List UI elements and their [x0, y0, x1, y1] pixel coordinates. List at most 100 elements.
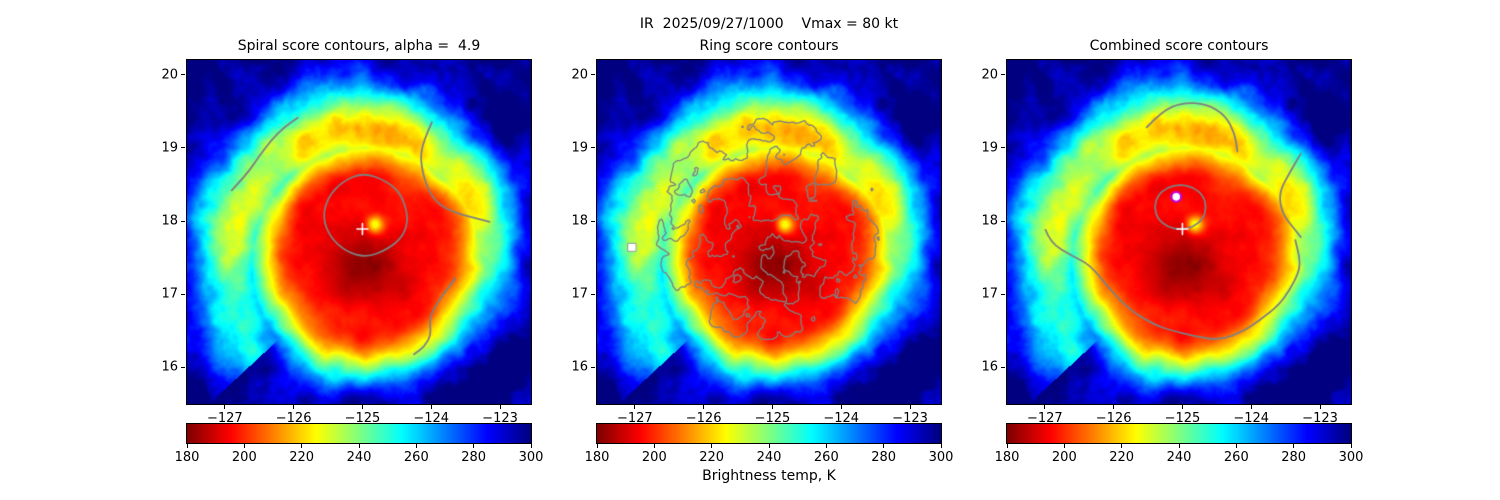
x-tick-label: −124: [413, 411, 450, 426]
y-tick-label: 20: [571, 67, 588, 83]
x-tick-label: −124: [1233, 411, 1270, 426]
colorbar-tick-label: 240: [1166, 450, 1192, 465]
y-tick-mark: [181, 366, 185, 368]
colorbar-tick-mark: [1235, 444, 1237, 448]
colorbar-tick-label: 280: [461, 450, 487, 465]
x-tick-label: −127: [616, 411, 653, 426]
colorbar-tick-mark: [1350, 444, 1352, 448]
y-tick-mark: [591, 366, 595, 368]
x-tick-mark: [840, 405, 842, 409]
colorbar-tick-mark: [473, 444, 475, 448]
colorbar-tick-mark: [1006, 444, 1008, 448]
colorbar-tick-label: 300: [1338, 450, 1364, 465]
colorbar-label: Brightness temp, K: [702, 468, 836, 484]
colorbar-tick-mark: [415, 444, 417, 448]
colorbar-tick-label: 200: [231, 450, 257, 465]
colorbar-tick-label: 180: [994, 450, 1020, 465]
y-tick-label: 17: [161, 286, 178, 302]
x-tick-mark: [499, 405, 501, 409]
y-tick-label: 16: [161, 359, 178, 375]
y-tick-mark: [181, 74, 185, 76]
colorbar-tick-mark: [243, 444, 245, 448]
heatmap-ring: [596, 59, 942, 405]
colorbar-tick-label: 240: [756, 450, 782, 465]
x-tick-mark: [361, 405, 363, 409]
x-tick-label: −126: [275, 411, 312, 426]
x-tick-mark: [1319, 405, 1321, 409]
y-tick-mark: [1001, 220, 1005, 222]
colorbar-tick-mark: [1178, 444, 1180, 448]
x-tick-mark: [293, 405, 295, 409]
colorbar-ring: [596, 423, 942, 444]
y-tick-mark: [1001, 74, 1005, 76]
x-tick-mark: [1250, 405, 1252, 409]
y-tick-mark: [591, 147, 595, 149]
colorbar-tick-label: 220: [289, 450, 315, 465]
panel-title-combined: Combined score contours: [1089, 38, 1269, 54]
y-tick-label: 17: [571, 286, 588, 302]
colorbar-tick-label: 180: [584, 450, 610, 465]
x-tick-label: −125: [754, 411, 791, 426]
x-tick-mark: [1044, 405, 1046, 409]
colorbar-tick-mark: [653, 444, 655, 448]
x-tick-label: −127: [1026, 411, 1063, 426]
colorbar-tick-label: 300: [928, 450, 954, 465]
y-tick-label: 19: [161, 140, 178, 156]
colorbar-tick-mark: [1063, 444, 1065, 448]
x-tick-label: −123: [1302, 411, 1338, 426]
figure-suptitle: IR 2025/09/27/1000 Vmax = 80 kt: [639, 16, 899, 32]
colorbar-tick-label: 240: [346, 450, 372, 465]
y-tick-label: 18: [571, 213, 588, 229]
x-tick-mark: [224, 405, 226, 409]
x-tick-label: −125: [344, 411, 381, 426]
colorbar-tick-mark: [596, 444, 598, 448]
y-tick-label: 16: [981, 359, 998, 375]
x-tick-label: −125: [1164, 411, 1201, 426]
colorbar-tick-mark: [711, 444, 713, 448]
colorbar-tick-label: 260: [813, 450, 839, 465]
colorbar-tick-label: 200: [641, 450, 667, 465]
colorbar-tick-mark: [301, 444, 303, 448]
y-tick-label: 16: [571, 359, 588, 375]
x-tick-mark: [1113, 405, 1115, 409]
x-tick-label: −123: [892, 411, 928, 426]
y-tick-mark: [181, 293, 185, 295]
y-tick-label: 19: [571, 140, 588, 156]
heatmap-spiral: [186, 59, 532, 405]
y-tick-label: 20: [981, 67, 998, 83]
colorbar-tick-mark: [358, 444, 360, 448]
colorbar-tick-mark: [1293, 444, 1295, 448]
y-tick-mark: [591, 74, 595, 76]
heatmap-combined: [1006, 59, 1352, 405]
y-tick-mark: [1001, 366, 1005, 368]
y-tick-mark: [591, 220, 595, 222]
y-tick-label: 20: [161, 67, 178, 83]
x-tick-mark: [1181, 405, 1183, 409]
colorbar-tick-label: 220: [699, 450, 725, 465]
panel-title-ring: Ring score contours: [699, 38, 839, 54]
y-tick-mark: [181, 147, 185, 149]
colorbar-tick-mark: [825, 444, 827, 448]
y-tick-mark: [591, 293, 595, 295]
colorbar-combined: [1006, 423, 1352, 444]
colorbar-tick-label: 220: [1109, 450, 1135, 465]
colorbar-tick-mark: [768, 444, 770, 448]
colorbar-tick-mark: [1121, 444, 1123, 448]
x-tick-label: −126: [685, 411, 722, 426]
colorbar-tick-mark: [530, 444, 532, 448]
x-tick-label: −126: [1095, 411, 1132, 426]
colorbar-tick-label: 180: [174, 450, 200, 465]
panel-title-spiral: Spiral score contours, alpha = 4.9: [237, 38, 481, 54]
colorbar-tick-label: 280: [871, 450, 897, 465]
x-tick-mark: [771, 405, 773, 409]
y-tick-mark: [1001, 293, 1005, 295]
colorbar-tick-mark: [940, 444, 942, 448]
y-tick-mark: [1001, 147, 1005, 149]
x-tick-mark: [430, 405, 432, 409]
y-tick-label: 18: [981, 213, 998, 229]
x-tick-label: −124: [823, 411, 860, 426]
x-tick-label: −123: [482, 411, 518, 426]
colorbar-tick-label: 200: [1051, 450, 1077, 465]
colorbar-tick-label: 260: [403, 450, 429, 465]
